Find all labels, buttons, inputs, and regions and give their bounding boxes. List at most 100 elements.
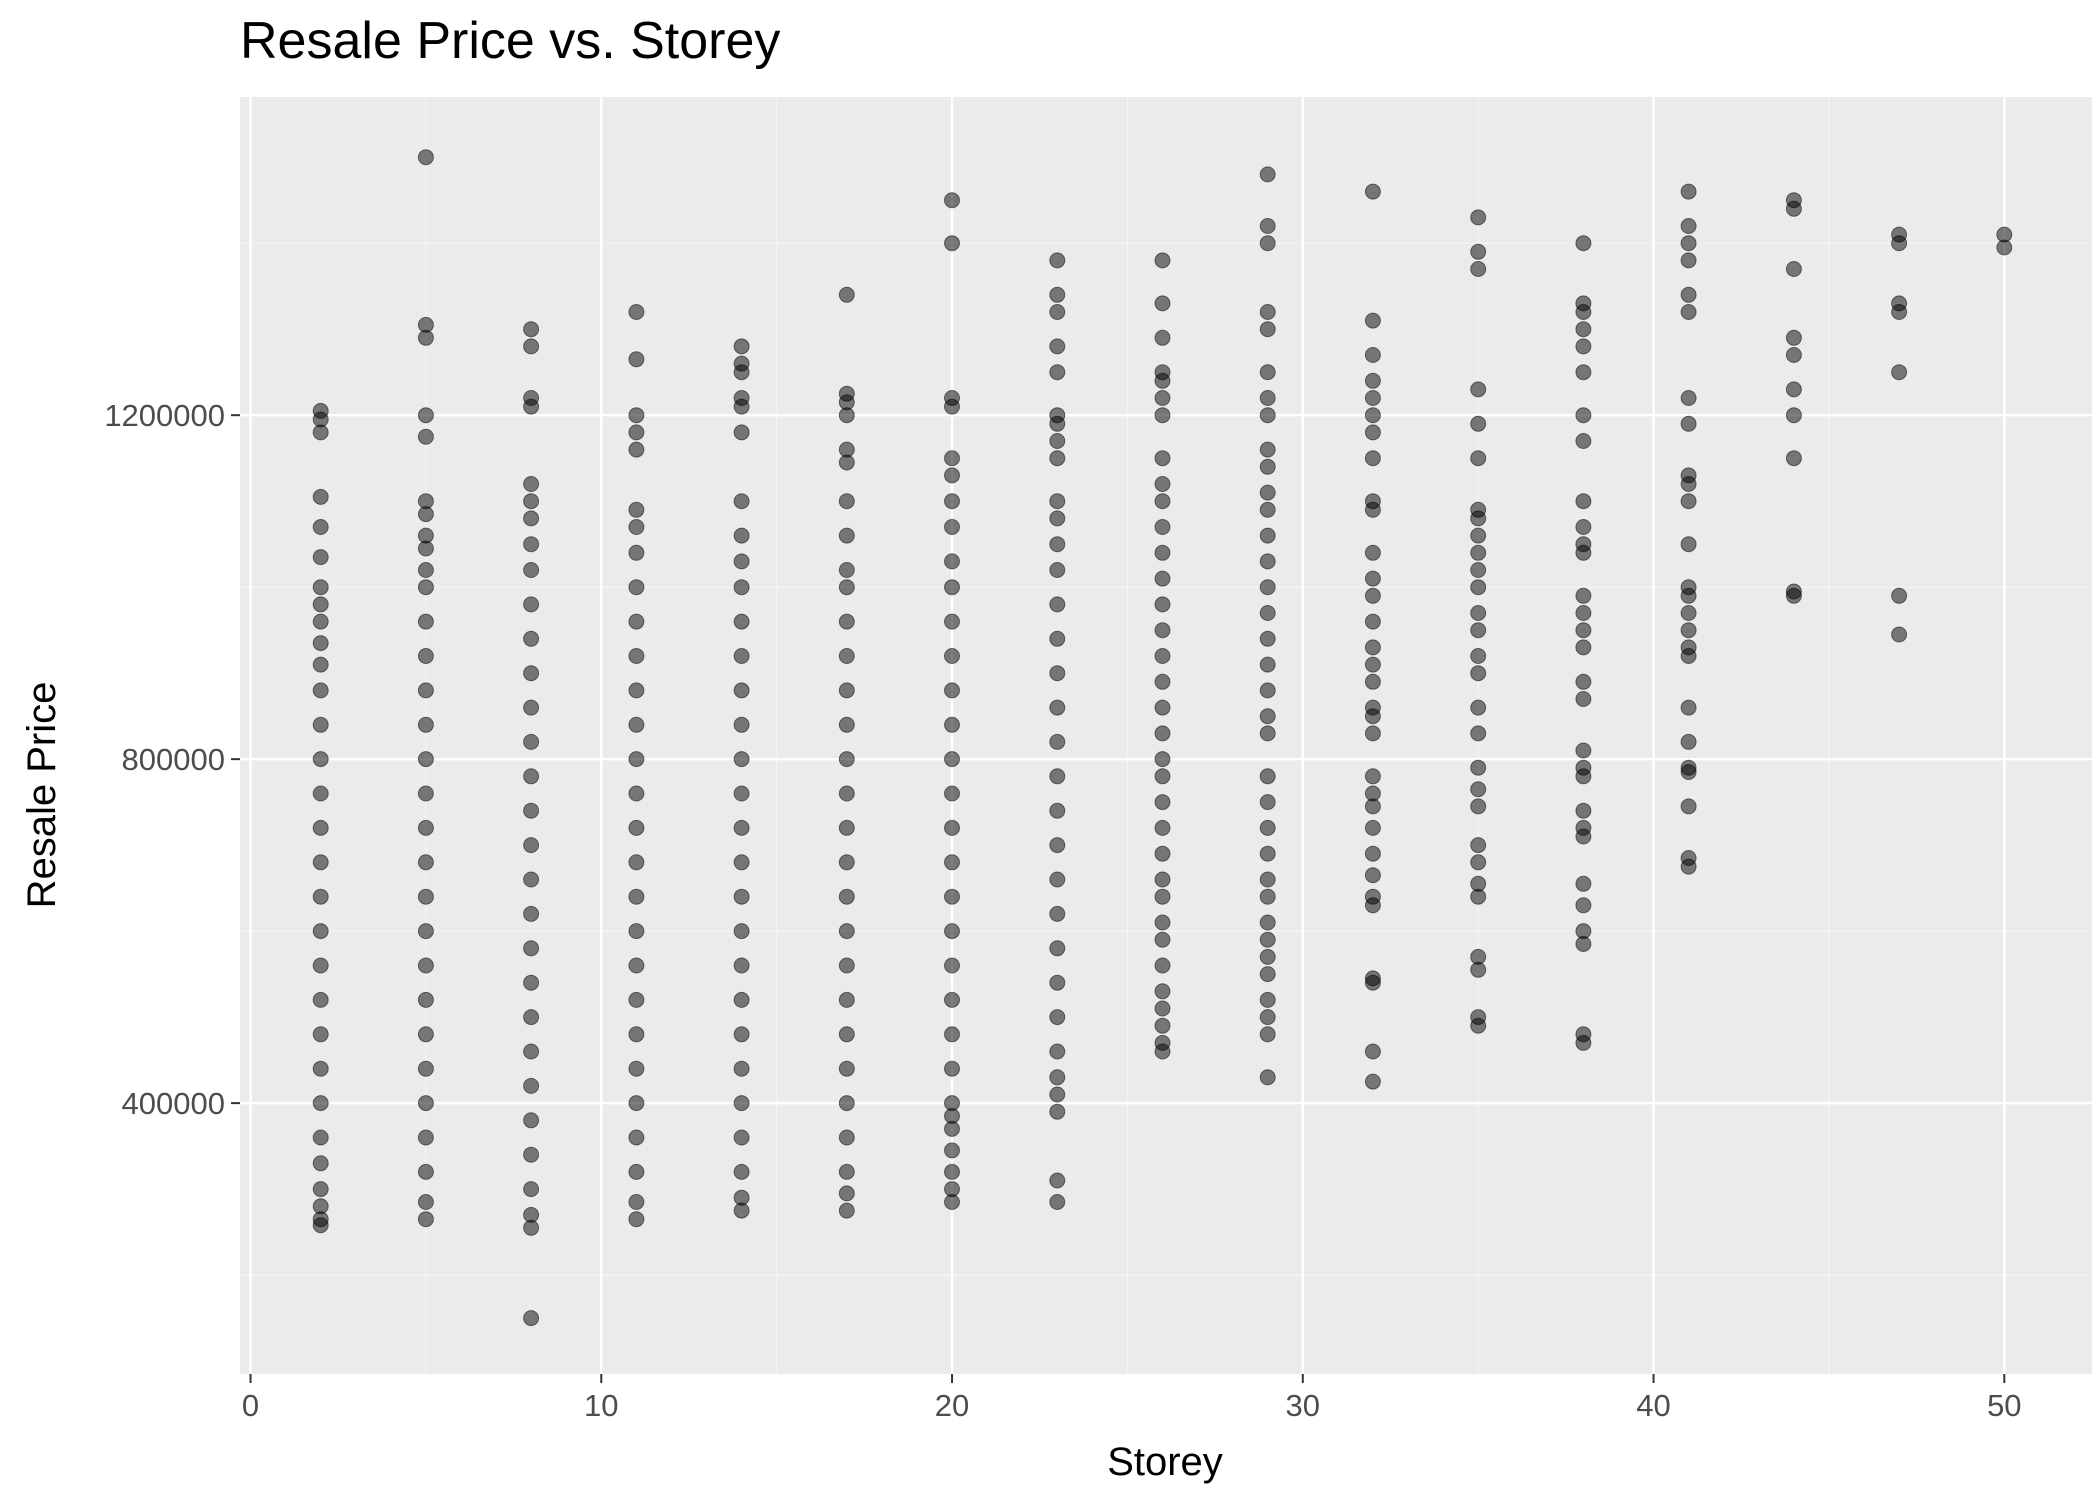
data-point bbox=[1470, 501, 1487, 518]
data-point bbox=[1575, 875, 1592, 892]
data-point bbox=[628, 1060, 645, 1077]
data-point bbox=[1049, 837, 1066, 854]
data-point bbox=[523, 338, 540, 355]
data-point bbox=[312, 1026, 329, 1043]
data-point bbox=[733, 579, 750, 596]
x-tick-label: 10 bbox=[584, 1388, 618, 1423]
data-point bbox=[733, 1095, 750, 1112]
data-point bbox=[1575, 639, 1592, 656]
data-point bbox=[1891, 626, 1908, 643]
data-point bbox=[733, 819, 750, 836]
data-point bbox=[733, 716, 750, 733]
data-point bbox=[417, 957, 434, 974]
data-point bbox=[838, 493, 855, 510]
data-point bbox=[1575, 364, 1592, 381]
data-point bbox=[1049, 286, 1066, 303]
y-axis-title: Resale Price bbox=[20, 682, 64, 909]
x-tick-label: 40 bbox=[1636, 1388, 1670, 1423]
data-point bbox=[1154, 957, 1171, 974]
data-point bbox=[838, 785, 855, 802]
data-point bbox=[1785, 583, 1802, 600]
data-point bbox=[523, 630, 540, 647]
data-point bbox=[733, 553, 750, 570]
data-point bbox=[417, 407, 434, 424]
data-point bbox=[1154, 476, 1171, 492]
data-point bbox=[1364, 867, 1381, 884]
data-point bbox=[312, 579, 329, 596]
data-point bbox=[1154, 725, 1171, 742]
data-point bbox=[523, 562, 540, 578]
data-point bbox=[1259, 553, 1276, 570]
data-point bbox=[1364, 845, 1381, 862]
data-point bbox=[312, 1155, 329, 1172]
data-point bbox=[838, 441, 855, 458]
data-point bbox=[838, 286, 855, 303]
data-point bbox=[1049, 768, 1066, 785]
data-point bbox=[417, 648, 434, 664]
data-point bbox=[1259, 364, 1276, 381]
data-point bbox=[944, 716, 960, 733]
data-point bbox=[838, 579, 855, 596]
data-point bbox=[523, 1310, 540, 1327]
data-point bbox=[1575, 321, 1592, 338]
data-point bbox=[1680, 390, 1697, 406]
data-point bbox=[1364, 390, 1381, 406]
data-point bbox=[523, 733, 540, 750]
data-point bbox=[1891, 587, 1908, 604]
data-point bbox=[523, 837, 540, 854]
data-point bbox=[1049, 450, 1066, 467]
data-point bbox=[733, 888, 750, 905]
data-point bbox=[312, 519, 329, 535]
data-point bbox=[312, 656, 329, 673]
data-point bbox=[523, 321, 540, 338]
data-point bbox=[1259, 725, 1276, 742]
data-point bbox=[1049, 304, 1066, 320]
data-point bbox=[1364, 493, 1381, 510]
data-point bbox=[312, 1060, 329, 1077]
data-point bbox=[1049, 802, 1066, 819]
data-point bbox=[1259, 1009, 1276, 1026]
x-axis: 0 10 20 30 40 50 bbox=[242, 1374, 2022, 1423]
data-point bbox=[312, 957, 329, 974]
data-point bbox=[1785, 347, 1802, 363]
data-point bbox=[312, 635, 329, 652]
data-point bbox=[733, 1189, 750, 1206]
data-point bbox=[1154, 1017, 1171, 1034]
data-point bbox=[733, 493, 750, 510]
data-point bbox=[1259, 656, 1276, 673]
data-point bbox=[733, 1060, 750, 1077]
data-point bbox=[417, 428, 434, 445]
data-point bbox=[417, 1163, 434, 1180]
data-point bbox=[733, 424, 750, 441]
data-point bbox=[417, 1095, 434, 1112]
data-point bbox=[417, 854, 434, 871]
data-point bbox=[1470, 699, 1487, 716]
data-point bbox=[312, 682, 329, 699]
data-point bbox=[1259, 948, 1276, 965]
data-point bbox=[1154, 794, 1171, 811]
data-point bbox=[312, 1198, 329, 1215]
data-point bbox=[1154, 570, 1171, 587]
data-point bbox=[1575, 1026, 1592, 1043]
data-point bbox=[1891, 295, 1908, 312]
data-point bbox=[1154, 845, 1171, 862]
data-point bbox=[1259, 630, 1276, 647]
data-point bbox=[417, 819, 434, 836]
x-axis-title: Storey bbox=[1107, 1440, 1223, 1484]
x-tick-label: 30 bbox=[1286, 1388, 1320, 1423]
data-point bbox=[628, 888, 645, 905]
data-point bbox=[523, 1043, 540, 1060]
data-point bbox=[523, 596, 540, 613]
data-point bbox=[944, 648, 960, 664]
data-point bbox=[1680, 850, 1697, 866]
data-point bbox=[733, 751, 750, 768]
data-point bbox=[944, 1060, 960, 1077]
data-point bbox=[1470, 243, 1487, 260]
data-point bbox=[523, 510, 540, 527]
data-point bbox=[1049, 871, 1066, 888]
data-point bbox=[944, 923, 960, 940]
data-point bbox=[523, 665, 540, 682]
data-point bbox=[1470, 854, 1487, 871]
data-point bbox=[944, 1026, 960, 1043]
